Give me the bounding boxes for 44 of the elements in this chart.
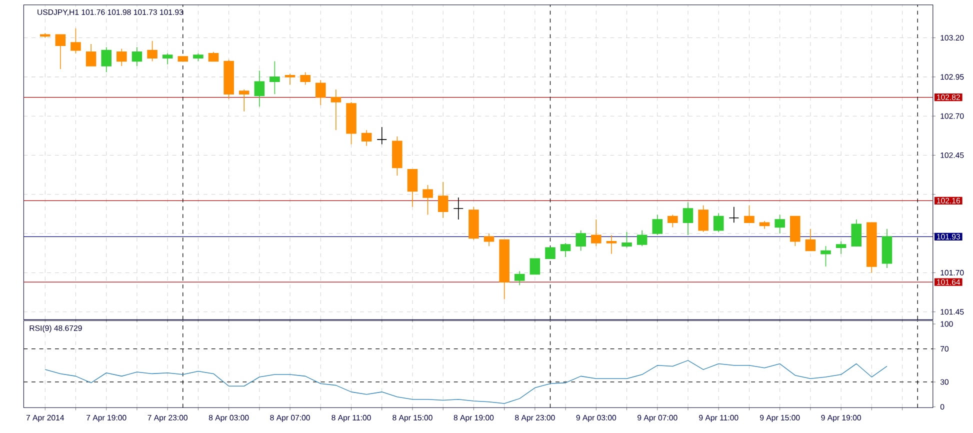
- candlestick: [254, 70, 265, 108]
- candlestick: [300, 72, 310, 86]
- candlestick: [86, 44, 96, 66]
- candlestick: [407, 168, 418, 208]
- candlestick: [238, 89, 250, 112]
- candlestick: [453, 197, 464, 220]
- candlestick: [728, 206, 740, 223]
- candlestick: [545, 247, 556, 259]
- candlestick: [820, 246, 831, 267]
- candlestick: [698, 204, 708, 232]
- candlestick: [132, 46, 142, 66]
- candlestick: [55, 34, 66, 70]
- candlestick: [851, 219, 862, 246]
- candlestick: [576, 230, 586, 252]
- candlestick: [208, 51, 219, 62]
- candlestick: [682, 202, 694, 236]
- candlestick: [316, 80, 326, 106]
- candlestick: [147, 40, 158, 62]
- candlestick: [606, 234, 617, 254]
- candlestick: [774, 214, 785, 234]
- candlestick: [744, 204, 754, 223]
- candlestick: [484, 233, 494, 246]
- candlestick: [330, 89, 342, 131]
- candlestick: [101, 46, 112, 73]
- candlestick: [116, 48, 127, 66]
- candlestick: [162, 53, 173, 65]
- candlestick: [270, 60, 280, 94]
- candlestick: [836, 240, 846, 254]
- candlestick: [376, 126, 388, 145]
- candlestick: [284, 73, 296, 86]
- candlestick: [622, 232, 632, 248]
- candlestick: [560, 242, 571, 258]
- candlestick: [514, 270, 525, 286]
- candlestick: [530, 258, 540, 275]
- candlestick: [70, 28, 81, 54]
- candlestick: [805, 228, 816, 252]
- candlestick: [422, 184, 433, 216]
- candlestick: [713, 212, 724, 232]
- candlestick: [438, 181, 448, 218]
- candlestick: [668, 214, 678, 228]
- candlestick: [652, 214, 663, 236]
- candlestick: [361, 130, 372, 146]
- candlestick: [636, 230, 648, 246]
- candlestick: [591, 219, 602, 246]
